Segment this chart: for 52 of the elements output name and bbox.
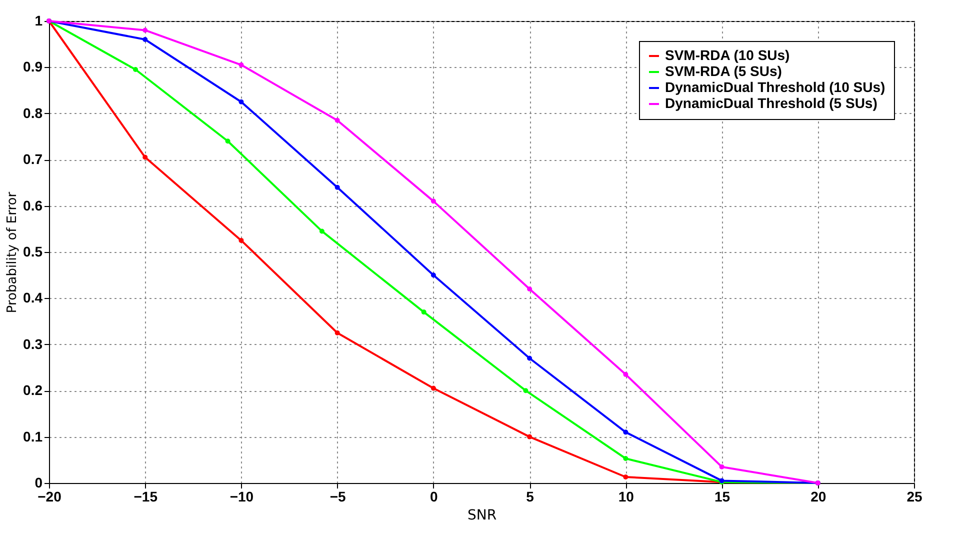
point (430, 272, 436, 278)
point (623, 456, 628, 462)
x-tick-label: 5 (526, 488, 534, 504)
point (523, 388, 528, 394)
point (719, 464, 724, 470)
point (623, 474, 628, 480)
point (527, 434, 532, 440)
point (623, 430, 628, 435)
legend-label: DynamicDual Threshold (10 SUs) (665, 79, 886, 95)
point (430, 198, 436, 204)
x-tick-label: 15 (714, 488, 730, 504)
y-tick-label: 0.4 (23, 290, 43, 306)
y-tick-label: 0.3 (23, 336, 43, 352)
point (238, 99, 244, 104)
point (142, 28, 148, 33)
x-tick-label: 10 (618, 488, 634, 504)
point (334, 184, 340, 190)
x-axis-title: SNR (467, 508, 497, 524)
y-tick-label: 0.2 (23, 382, 43, 398)
point (623, 372, 628, 377)
point (334, 330, 340, 336)
point (334, 118, 340, 123)
point (527, 356, 532, 361)
point (133, 67, 138, 72)
point (142, 154, 148, 160)
y-tick-label: 0.1 (23, 428, 43, 444)
point (421, 310, 426, 315)
legend-label: SVM-RDA (10 SUs) (665, 47, 790, 63)
y-tick-label: 0.5 (23, 244, 43, 260)
x-tick-label: −20 (38, 488, 62, 504)
x-tick-label: −15 (134, 488, 158, 504)
point (527, 286, 532, 292)
point (142, 36, 148, 42)
y-axis-title: Probability of Error (5, 191, 20, 314)
y-tick-label: 1 (34, 12, 43, 28)
point (225, 138, 230, 144)
x-tick-label: 20 (810, 488, 826, 504)
y-tick-label: 0.8 (23, 104, 43, 121)
y-tick-label: 0.6 (23, 197, 43, 214)
y-tick-label: 0 (34, 474, 43, 490)
x-tick-label: −10 (230, 488, 254, 504)
legend-label: SVM-RDA (5 SUs) (665, 63, 782, 79)
x-tick-label: 0 (430, 488, 438, 504)
point (430, 386, 436, 391)
legend-label: DynamicDual Threshold (5 SUs) (665, 95, 878, 111)
y-tick-label: 0.9 (23, 58, 43, 75)
point (238, 238, 244, 243)
y-tick-label: 0.7 (23, 151, 43, 168)
x-tick-label: −5 (330, 488, 346, 504)
point (319, 228, 324, 234)
x-tick-label: 25 (906, 488, 922, 504)
point (238, 62, 244, 68)
